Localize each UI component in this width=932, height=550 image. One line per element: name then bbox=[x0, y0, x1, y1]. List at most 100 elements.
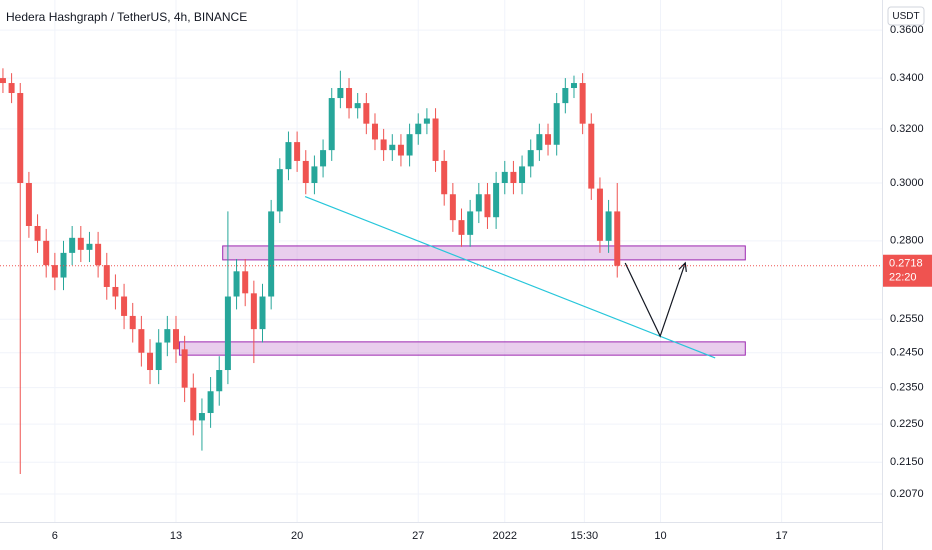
candle-body bbox=[614, 211, 621, 266]
candle-body bbox=[570, 83, 577, 89]
candle-body bbox=[363, 103, 370, 124]
candle-body bbox=[17, 93, 24, 183]
candle-body bbox=[337, 88, 344, 99]
candle-body bbox=[86, 243, 93, 250]
y-tick-label: 0.2800 bbox=[890, 235, 924, 247]
y-tick-label: 0.3400 bbox=[890, 72, 924, 84]
candle-body bbox=[354, 103, 361, 109]
candle-body bbox=[0, 78, 6, 84]
arrow-head bbox=[678, 261, 687, 272]
y-tick-label: 0.3200 bbox=[890, 123, 924, 135]
candle-body bbox=[103, 265, 110, 287]
arrow-path bbox=[624, 262, 686, 338]
candle-body bbox=[320, 150, 327, 167]
candle-body bbox=[449, 194, 456, 221]
grid bbox=[0, 0, 882, 522]
candle-body bbox=[138, 329, 145, 353]
candle-body bbox=[397, 144, 404, 156]
candle-body bbox=[172, 329, 179, 350]
y-tick-label: 0.2150 bbox=[890, 456, 924, 468]
candle-body bbox=[579, 83, 586, 124]
candle-body bbox=[155, 342, 162, 371]
candle-body bbox=[121, 296, 128, 316]
candle-body bbox=[198, 413, 205, 421]
unit-label[interactable]: USDT bbox=[892, 11, 919, 22]
candle-body bbox=[181, 349, 188, 388]
candle-body bbox=[441, 160, 448, 195]
candle-body bbox=[519, 166, 526, 183]
candle-body bbox=[259, 296, 266, 330]
candle-body bbox=[458, 220, 465, 235]
candle-body bbox=[596, 188, 603, 241]
candle-body bbox=[77, 237, 84, 250]
candle-body bbox=[190, 387, 197, 421]
candle-body bbox=[389, 144, 396, 151]
candle-body bbox=[510, 171, 517, 183]
x-tick-label: 6 bbox=[52, 530, 58, 542]
y-tick-label: 0.3600 bbox=[890, 24, 924, 36]
candle-body bbox=[501, 171, 508, 183]
candle-body bbox=[43, 240, 50, 266]
candle-body bbox=[164, 329, 171, 343]
candle-body bbox=[129, 315, 136, 330]
x-tick-label: 17 bbox=[776, 530, 788, 542]
countdown-label: 22:20 bbox=[889, 272, 917, 284]
candle-body bbox=[371, 123, 378, 140]
y-tick-label: 0.2450 bbox=[890, 347, 924, 359]
candle-body bbox=[8, 83, 15, 94]
candle-body bbox=[311, 166, 318, 183]
candle-body bbox=[484, 194, 491, 218]
candle-body bbox=[432, 118, 439, 161]
candle-body bbox=[268, 211, 275, 297]
y-tick-label: 0.2250 bbox=[890, 418, 924, 430]
zone bbox=[178, 341, 746, 356]
candle-body bbox=[406, 134, 413, 156]
candle-body bbox=[475, 194, 482, 212]
candle-body bbox=[493, 182, 500, 218]
candle-body bbox=[302, 160, 309, 183]
candle-body bbox=[562, 88, 569, 104]
candle-body bbox=[423, 118, 430, 124]
candle-body bbox=[536, 134, 543, 151]
candle-body bbox=[60, 252, 67, 278]
candle-body bbox=[605, 211, 612, 241]
candle-body bbox=[545, 134, 552, 145]
candle-body bbox=[527, 150, 534, 167]
x-tick-label: 20 bbox=[291, 530, 303, 542]
x-tick-label: 15:30 bbox=[571, 530, 599, 542]
candle-body bbox=[276, 169, 283, 212]
last-price-label: 0.2718 bbox=[889, 258, 923, 270]
last-price-box bbox=[883, 254, 932, 287]
unit-box[interactable] bbox=[887, 6, 925, 26]
candle-body bbox=[34, 225, 41, 241]
candle-body bbox=[25, 182, 32, 226]
zone bbox=[222, 245, 746, 261]
candle-body bbox=[224, 296, 231, 371]
candle-body bbox=[112, 286, 119, 297]
y-tick-label: 0.3000 bbox=[890, 177, 924, 189]
candle-body bbox=[51, 265, 58, 278]
candle-body bbox=[69, 237, 76, 253]
x-tick-label: 27 bbox=[412, 530, 424, 542]
candle-body bbox=[294, 142, 301, 161]
candle-body bbox=[207, 391, 214, 414]
x-tick-label: 13 bbox=[170, 530, 182, 542]
plot bbox=[0, 68, 882, 474]
candle-body bbox=[328, 98, 335, 151]
candle-body bbox=[216, 370, 223, 392]
candle-body bbox=[95, 243, 102, 266]
candle-body bbox=[467, 211, 474, 235]
candle-body bbox=[415, 123, 422, 135]
candle-body bbox=[553, 103, 560, 145]
candle-body bbox=[242, 271, 249, 294]
candle-body bbox=[147, 352, 154, 371]
candle-body bbox=[380, 139, 387, 151]
y-tick-label: 0.2550 bbox=[890, 313, 924, 325]
candle-body bbox=[285, 142, 292, 170]
axes: 0.3600 0.3400 0.3200 0.3000 0.2800 0.2550 0.24… bbox=[52, 24, 932, 542]
chart-title: Hedera Hashgraph / TetherUS, 4h, BINANCE bbox=[6, 10, 247, 24]
candle-body bbox=[250, 293, 257, 330]
y-tick-label: 0.2350 bbox=[890, 382, 924, 394]
